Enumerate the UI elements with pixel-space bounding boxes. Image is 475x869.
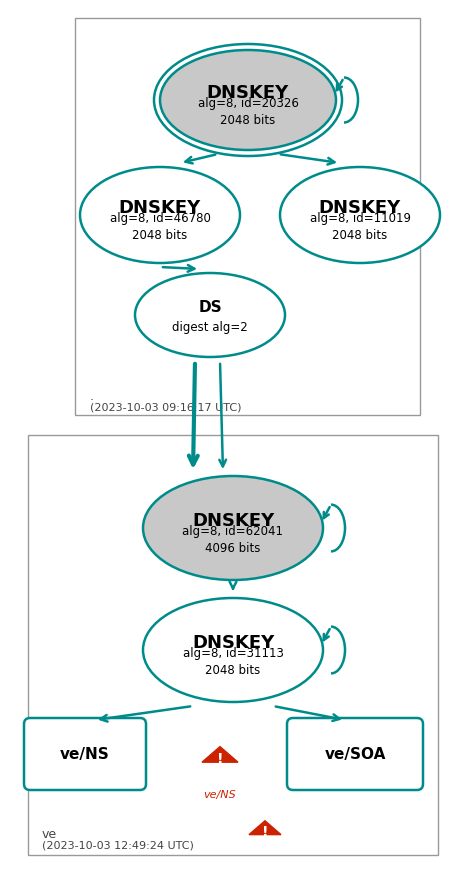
Text: alg=8, id=31113
2048 bits: alg=8, id=31113 2048 bits xyxy=(182,647,284,677)
Ellipse shape xyxy=(135,273,285,357)
Text: DNSKEY: DNSKEY xyxy=(319,199,401,217)
Polygon shape xyxy=(202,746,238,762)
Text: (2023-10-03 12:49:24 UTC): (2023-10-03 12:49:24 UTC) xyxy=(42,841,194,851)
Text: ve: ve xyxy=(42,828,57,841)
Text: !: ! xyxy=(217,752,223,766)
Text: DS: DS xyxy=(198,301,222,315)
Polygon shape xyxy=(249,820,281,834)
Text: (2023-10-03 09:16:17 UTC): (2023-10-03 09:16:17 UTC) xyxy=(90,403,241,413)
Ellipse shape xyxy=(143,598,323,702)
Text: DNSKEY: DNSKEY xyxy=(192,512,274,530)
Text: DNSKEY: DNSKEY xyxy=(119,199,201,217)
Ellipse shape xyxy=(280,167,440,263)
Bar xyxy=(28,435,438,855)
Text: digest alg=2: digest alg=2 xyxy=(172,321,248,334)
Text: DNSKEY: DNSKEY xyxy=(192,634,274,652)
Bar xyxy=(75,18,420,415)
FancyBboxPatch shape xyxy=(24,718,146,790)
Ellipse shape xyxy=(80,167,240,263)
Ellipse shape xyxy=(160,50,336,150)
Text: alg=8, id=11019
2048 bits: alg=8, id=11019 2048 bits xyxy=(310,212,410,242)
Text: alg=8, id=20326
2048 bits: alg=8, id=20326 2048 bits xyxy=(198,97,298,127)
Ellipse shape xyxy=(143,476,323,580)
Text: .: . xyxy=(90,390,94,403)
Text: ve/SOA: ve/SOA xyxy=(324,746,386,761)
Text: DNSKEY: DNSKEY xyxy=(207,84,289,102)
Text: ve/NS: ve/NS xyxy=(60,746,110,761)
Text: ve/NS: ve/NS xyxy=(204,790,237,800)
FancyBboxPatch shape xyxy=(287,718,423,790)
Text: !: ! xyxy=(262,825,268,839)
Text: alg=8, id=46780
2048 bits: alg=8, id=46780 2048 bits xyxy=(110,212,210,242)
Text: alg=8, id=62041
4096 bits: alg=8, id=62041 4096 bits xyxy=(182,525,284,555)
